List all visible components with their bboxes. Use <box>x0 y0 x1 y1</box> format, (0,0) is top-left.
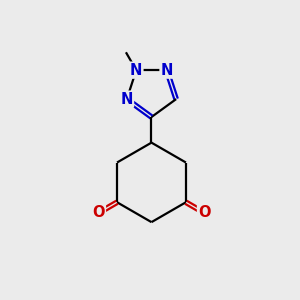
Text: N: N <box>130 63 142 78</box>
Text: O: O <box>198 206 211 220</box>
Text: N: N <box>121 92 133 106</box>
Text: N: N <box>160 63 173 78</box>
Text: O: O <box>92 206 105 220</box>
